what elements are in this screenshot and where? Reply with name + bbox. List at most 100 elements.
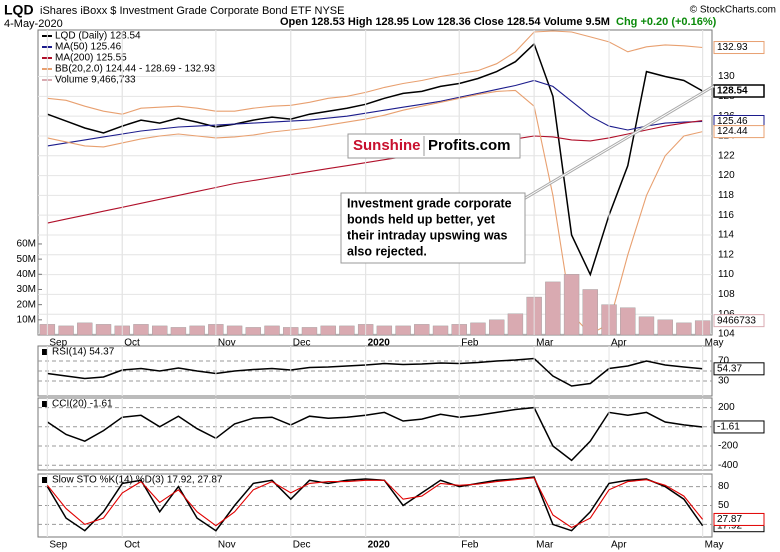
x-tick-label: May	[705, 540, 724, 551]
volume-bar	[395, 325, 411, 336]
y-tick-label: 112	[718, 249, 734, 260]
volume-bar	[245, 327, 261, 336]
indicator-title: RSI(14) 54.37	[52, 347, 115, 358]
y-tick-label: 50	[718, 500, 730, 511]
cci-frame	[37, 397, 713, 471]
logo-box	[347, 133, 521, 159]
annotation-line: also rejected.	[347, 244, 427, 258]
volume-bar	[264, 325, 280, 336]
x-tick-label: Dec	[293, 540, 311, 551]
y-tick-label: -400	[718, 460, 738, 471]
volume-bar	[152, 325, 168, 336]
legend-label: MA(200) 125.55	[55, 53, 127, 64]
y-tick-label: 80	[718, 481, 730, 492]
volume-bar	[676, 322, 692, 336]
y-tick-label: 30	[718, 376, 730, 387]
y2-tick-label: 40M	[17, 269, 36, 280]
indicator-icon	[42, 477, 47, 483]
value-tag-box	[713, 512, 765, 526]
legend-label: Volume 9,466,733	[55, 75, 136, 86]
subtitle: iShares iBoxx $ Investment Grade Corpora…	[40, 5, 344, 17]
value-tag: 125.46	[717, 116, 748, 127]
value-tag: 27.87	[717, 514, 742, 525]
source: © StockCharts.com	[690, 5, 776, 16]
logo-black: Profits.com	[428, 137, 511, 154]
y-tick-label: -200	[718, 441, 738, 452]
volume-bar	[170, 327, 187, 336]
value-tag: 132.93	[717, 42, 748, 53]
y-tick-label: 118	[718, 190, 734, 201]
volume-bar	[638, 316, 655, 336]
indicator-line	[47, 120, 703, 224]
legend-label: LQD (Daily) 128.54	[55, 31, 141, 42]
price-line	[47, 42, 703, 277]
x-tick-label: Feb	[461, 338, 479, 349]
value-tag-box	[713, 125, 765, 139]
value-tag: 128.54	[717, 86, 748, 97]
annotation-line: Investment grade corporate	[347, 196, 512, 210]
volume-bar	[226, 325, 243, 336]
volume-bar	[58, 325, 74, 336]
x-tick-label: Mar	[536, 338, 554, 349]
x-tick-label: Apr	[611, 540, 627, 551]
x-tick-label: Sep	[49, 338, 67, 349]
price-frame	[37, 29, 713, 336]
y2-tick-label: 50M	[17, 254, 36, 265]
y2-tick-label: 20M	[17, 299, 36, 310]
y-tick-label: 108	[718, 289, 735, 300]
x-tick-label: Mar	[536, 540, 554, 551]
y-tick-label: 70	[718, 356, 730, 367]
indicator-icon	[42, 401, 47, 407]
date: 4-May-2020	[4, 18, 63, 30]
annotation-line: their intraday upswing was	[347, 228, 507, 242]
x-tick-label: Nov	[218, 540, 236, 551]
x-tick-label: 2020	[368, 540, 391, 551]
indicator-line	[46, 477, 704, 529]
volume-bar	[414, 324, 430, 336]
volume-bar	[432, 325, 449, 336]
volume-bar	[563, 274, 580, 336]
volume-bar	[301, 327, 318, 336]
indicator-line	[47, 30, 703, 115]
x-tick-label: Oct	[124, 540, 140, 551]
value-tag: 54.37	[717, 363, 742, 374]
x-tick-label: May	[705, 338, 724, 349]
y2-tick-label: 30M	[17, 284, 36, 295]
y-tick-label: 122	[718, 150, 735, 161]
indicator-line	[47, 79, 703, 147]
x-tick-label: Sep	[49, 540, 67, 551]
annotation-line: bonds held up better, yet	[347, 212, 496, 226]
indicator-line	[46, 476, 704, 532]
x-tick-label: 2020	[368, 338, 391, 349]
y-tick-label: 200	[718, 402, 735, 413]
volume-bar	[489, 319, 505, 336]
change: Chg +0.20 (+0.16%)	[616, 16, 717, 28]
legend-label: BB(20,2.0) 124.44 - 128.69 - 132.93	[55, 64, 216, 75]
x-tick-label: Feb	[461, 540, 479, 551]
volume-bar	[320, 325, 336, 336]
y-tick-label: 130	[718, 71, 735, 82]
volume-bar	[339, 325, 355, 336]
value-tag-box	[713, 314, 765, 328]
y-tick-label: 110	[718, 269, 734, 280]
annotation-box	[340, 192, 526, 264]
y2-tick-label: 60M	[17, 239, 36, 250]
x-tick-label: Dec	[293, 338, 311, 349]
volume-bar	[376, 325, 393, 336]
value-tag-box	[713, 41, 765, 55]
volume-bar	[582, 289, 598, 336]
volume-bar	[133, 324, 149, 336]
y-tick-label: 120	[718, 170, 735, 181]
indicator-icon	[42, 349, 47, 355]
legend-label: MA(50) 125.46	[55, 42, 122, 53]
indicator-title: CCI(20) -1.61	[52, 399, 113, 410]
value-tag: 124.44	[717, 126, 748, 137]
volume-bar	[620, 307, 636, 336]
indicator-line	[47, 357, 703, 387]
volume-bar	[189, 325, 205, 336]
volume-bar	[507, 313, 524, 336]
volume-bar	[657, 319, 673, 336]
value-tag-box	[713, 84, 765, 98]
trend-line	[521, 85, 715, 201]
